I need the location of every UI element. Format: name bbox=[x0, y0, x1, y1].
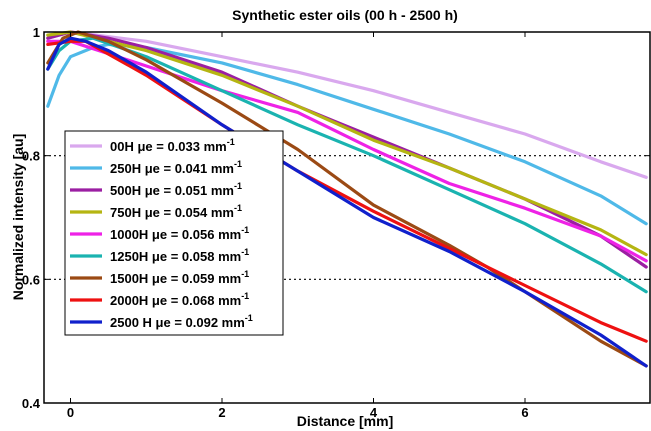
y-tick-label: 0.8 bbox=[22, 149, 40, 164]
y-tick-label: 0.6 bbox=[22, 272, 40, 287]
legend-label: 00H μe = 0.033 mm-1 bbox=[110, 137, 235, 154]
axis-ticks: 0 2 4 6 0.4 0.6 0.8 1 bbox=[22, 25, 650, 420]
legend-label: 500H μe = 0.051 mm-1 bbox=[110, 181, 242, 198]
x-tick-label: 4 bbox=[370, 405, 378, 420]
legend-superscript: -1 bbox=[245, 313, 253, 323]
legend: 00H μe = 0.033 mm-1 250H μe = 0.041 mm-1 5… bbox=[64, 130, 284, 336]
chart-title: Synthetic ester oils (00 h - 2500 h) bbox=[232, 7, 458, 23]
legend-superscript: -1 bbox=[241, 225, 249, 235]
legend-label: 750H μe = 0.054 mm-1 bbox=[110, 203, 242, 220]
x-tick-label: 0 bbox=[67, 405, 74, 420]
x-axis-label: Distance [mm] bbox=[297, 413, 393, 429]
legend-superscript: -1 bbox=[241, 247, 249, 257]
legend-superscript: -1 bbox=[234, 181, 242, 191]
legend-label: 1250H μe = 0.058 mm-1 bbox=[110, 247, 249, 264]
legend-superscript: -1 bbox=[234, 159, 242, 169]
x-tick-label: 2 bbox=[218, 405, 225, 420]
series-lines bbox=[46, 30, 648, 368]
legend-label: 1500H μe = 0.059 mm-1 bbox=[110, 269, 249, 286]
series-line bbox=[46, 36, 648, 368]
x-tick-label: 6 bbox=[521, 405, 528, 420]
legend-superscript: -1 bbox=[227, 137, 235, 147]
plot-frame bbox=[43, 31, 651, 404]
series-line bbox=[46, 42, 648, 226]
y-tick-label: 1 bbox=[33, 25, 40, 40]
legend-label: 2500 H μe = 0.092 mm-1 bbox=[110, 313, 253, 330]
legend-label: 2000H μe = 0.068 mm-1 bbox=[110, 291, 249, 308]
y-tick-label: 0.4 bbox=[22, 396, 41, 411]
legend-superscript: -1 bbox=[241, 291, 249, 301]
legend-label: 250H μe = 0.041 mm-1 bbox=[110, 159, 242, 176]
legend-label: 1000H μe = 0.056 mm-1 bbox=[110, 225, 249, 242]
y-axis-label: Normalized intensity [au] bbox=[10, 134, 26, 300]
legend-superscript: -1 bbox=[234, 203, 242, 213]
legend-superscript: -1 bbox=[241, 269, 249, 279]
